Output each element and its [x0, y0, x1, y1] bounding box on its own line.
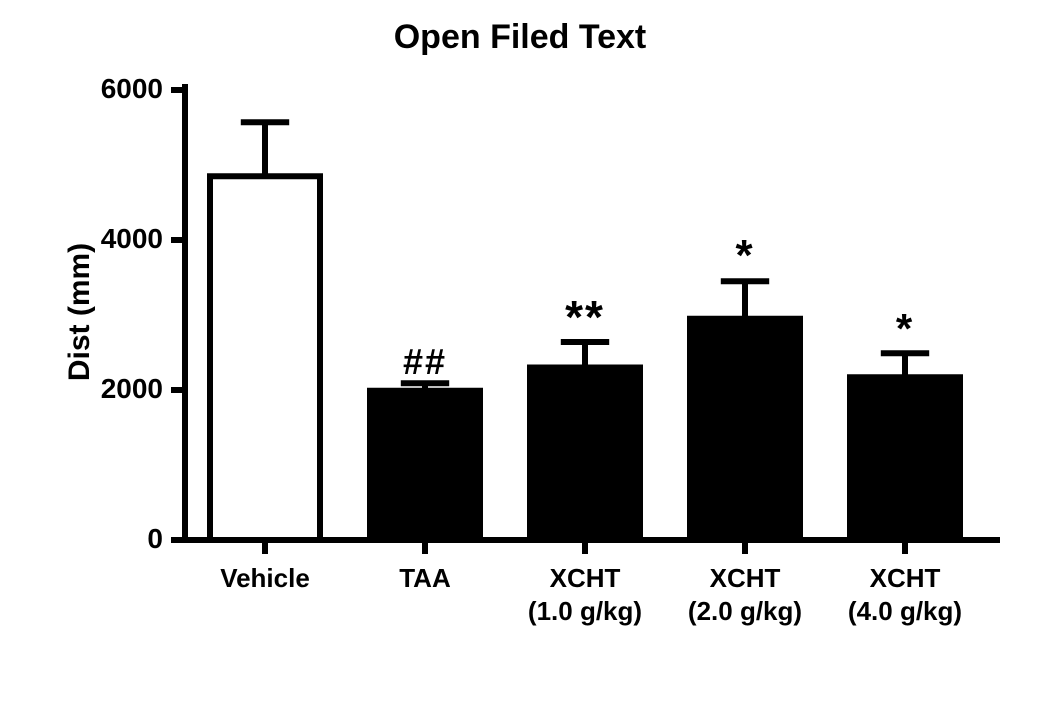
y-tick-label: 6000 — [101, 73, 163, 105]
significance-annotation: * — [685, 231, 805, 281]
x-category-label: XCHT(2.0 g/kg) — [655, 562, 835, 627]
x-category-label: XCHT(4.0 g/kg) — [815, 562, 995, 627]
x-category-label: XCHT(1.0 g/kg) — [495, 562, 675, 627]
bar — [690, 319, 800, 540]
bar — [210, 176, 320, 540]
bar — [850, 377, 960, 540]
x-category-label: TAA — [335, 562, 515, 595]
x-category-label: Vehicle — [175, 562, 355, 595]
significance-annotation: * — [845, 305, 965, 353]
significance-annotation: ** — [525, 290, 645, 344]
y-tick-label: 0 — [147, 523, 163, 555]
y-tick-label: 4000 — [101, 223, 163, 255]
significance-annotation: ## — [365, 341, 485, 383]
bar — [530, 368, 640, 541]
bar — [370, 391, 480, 540]
y-tick-label: 2000 — [101, 373, 163, 405]
